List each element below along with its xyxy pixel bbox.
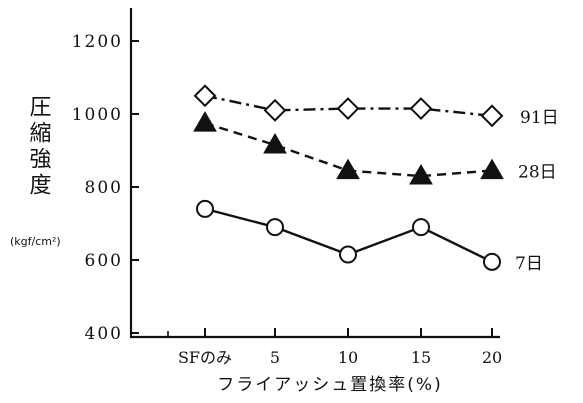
x-axis-label: フライアッシュ置換率(%): [217, 375, 442, 395]
y-ticks: 1200 1000 800 600 400: [72, 32, 139, 344]
data-point: [339, 245, 357, 264]
y-axis-unit: (kgf/cm²): [10, 235, 61, 248]
data-point: [266, 218, 284, 237]
data-point: [196, 199, 214, 218]
series-label: 7日: [515, 254, 543, 274]
series-2: 7日: [196, 199, 543, 274]
data-point: [193, 84, 217, 108]
data-point: [409, 164, 433, 185]
series-label: 28日: [518, 163, 557, 183]
labels: 圧縮強度 (kgf/cm²) フライアッシュ置換率(%): [10, 95, 442, 395]
data-point: [409, 97, 433, 120]
series-0: 91日: [193, 84, 559, 128]
x-tick-label: 5: [270, 348, 280, 367]
y-tick-label: 800: [85, 178, 123, 198]
series-layer: 91日 28日 7日: [193, 84, 559, 274]
data-point: [336, 158, 360, 180]
x-tick-label: SFのみ: [178, 348, 232, 367]
x-tick-label: 15: [411, 348, 431, 367]
series-1: 28日: [193, 111, 557, 185]
y-tick-label: 400: [85, 324, 123, 344]
data-point: [412, 218, 430, 237]
data-point: [480, 104, 504, 128]
x-tick-label: 20: [482, 348, 502, 367]
x-ticks: SFのみ 5 10 15 20: [167, 328, 502, 367]
y-tick-label: 1200: [72, 32, 123, 52]
data-point: [263, 98, 287, 122]
data-point: [336, 97, 360, 120]
x-tick-label: 10: [338, 348, 358, 367]
data-point: [193, 111, 217, 132]
y-tick-label: 600: [85, 251, 123, 271]
series-label: 91日: [520, 108, 559, 128]
axes: [129, 8, 500, 339]
y-tick-label: 1000: [72, 105, 123, 125]
data-point: [263, 133, 287, 154]
y-axis-label: 圧縮強度: [26, 95, 52, 199]
data-point: [480, 158, 504, 180]
data-point: [483, 252, 501, 271]
